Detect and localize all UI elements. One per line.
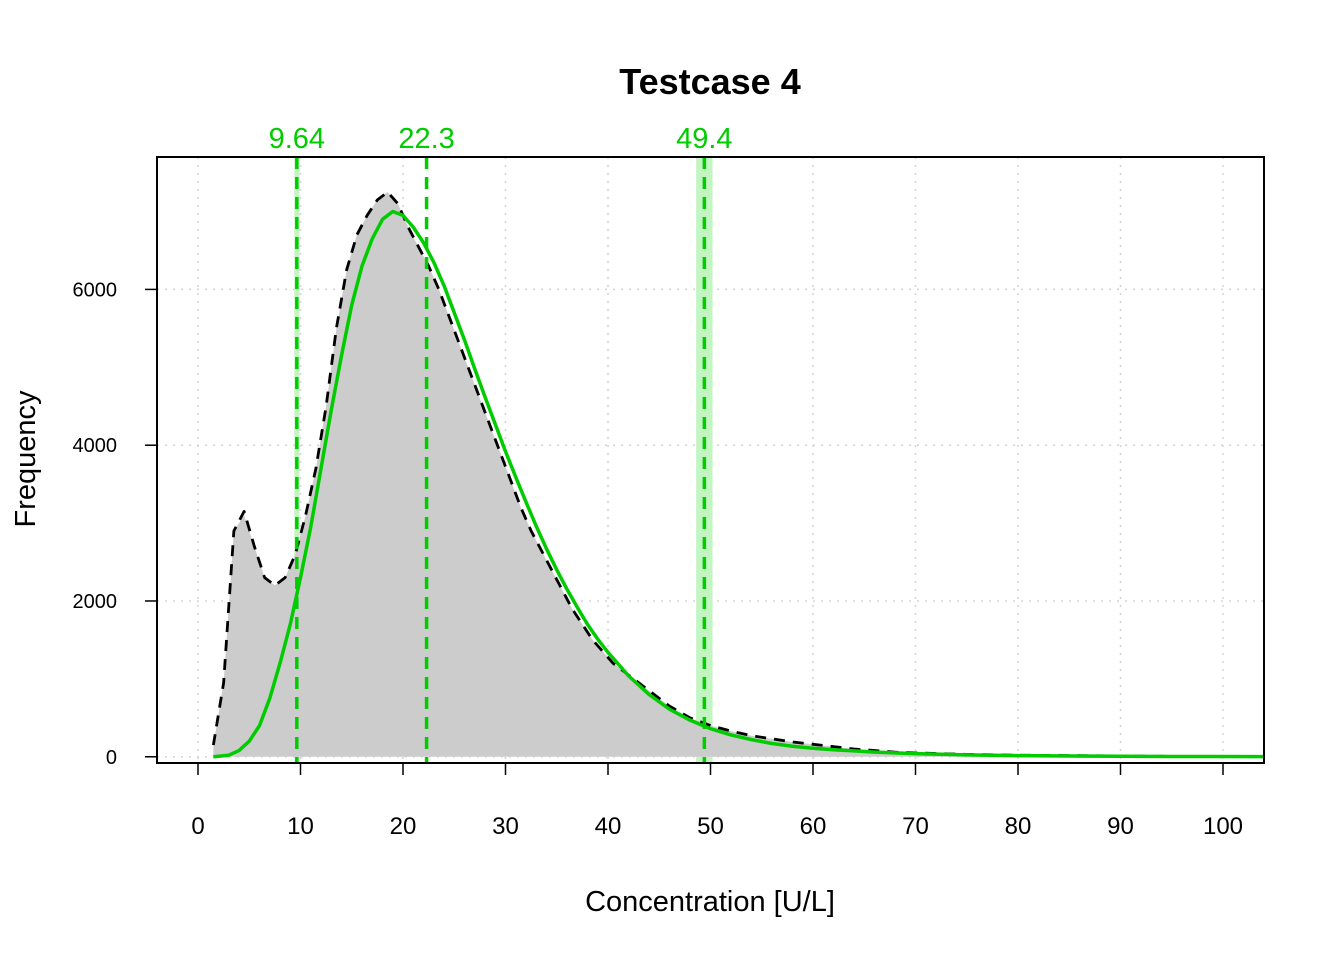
x-axis-label: Concentration [U/L] xyxy=(585,886,835,918)
x-tick-label: 30 xyxy=(492,813,519,840)
x-tick-label: 80 xyxy=(1005,813,1032,840)
y-axis-label: Frequency xyxy=(10,390,42,528)
chart-title: Testcase 4 xyxy=(619,61,800,102)
density-curve-line xyxy=(211,190,1264,758)
y-tick-label: 2000 xyxy=(73,591,118,613)
x-tick-label: 50 xyxy=(697,813,724,840)
x-tick-label: 60 xyxy=(800,813,827,840)
x-tick-label: 10 xyxy=(287,813,314,840)
y-tick-label: 6000 xyxy=(73,279,118,301)
x-tick-label: 100 xyxy=(1203,813,1243,840)
histogram-area xyxy=(213,192,1264,757)
x-tick-label: 90 xyxy=(1107,813,1134,840)
x-tick-label: 40 xyxy=(595,813,622,840)
y-tick-label: 0 xyxy=(106,747,117,769)
reference-line-label: 22.3 xyxy=(398,123,454,155)
x-tick-label: 70 xyxy=(902,813,929,840)
reference-line-label: 49.4 xyxy=(676,123,732,155)
y-tick-label: 4000 xyxy=(73,435,118,457)
reference-line-label: 9.64 xyxy=(269,123,325,155)
x-tick-label: 20 xyxy=(390,813,417,840)
fit-curve-line xyxy=(213,209,1265,759)
x-tick-label: 0 xyxy=(191,813,204,840)
